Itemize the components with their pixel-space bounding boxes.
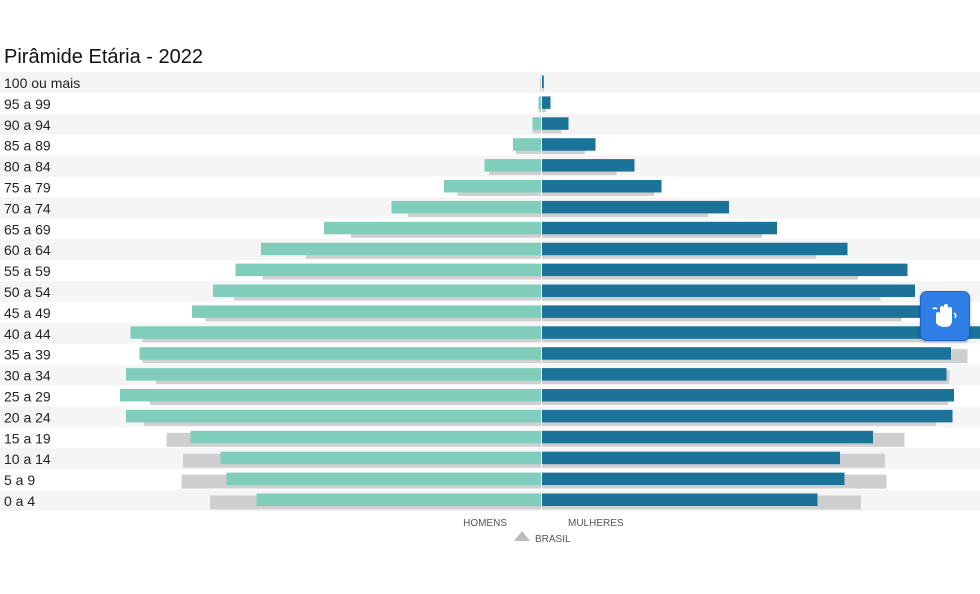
age-group-label: 95 a 99 (4, 96, 51, 112)
age-group-label: 65 a 69 (4, 221, 51, 237)
bar-mulheres (541, 472, 845, 486)
bar-homens (226, 472, 542, 486)
bar-mulheres (541, 305, 929, 318)
row-stripe (0, 72, 980, 93)
bar-homens (120, 389, 542, 402)
age-group-label: 45 a 49 (4, 305, 51, 321)
bar-mulheres (541, 180, 662, 193)
bar-mulheres (541, 96, 551, 109)
age-group-label: 55 a 59 (4, 263, 51, 279)
bar-homens (261, 242, 542, 256)
legend-mulheres: MULHERES (568, 518, 624, 529)
age-group-label: 85 a 89 (4, 138, 51, 154)
bar-mulheres (541, 368, 947, 381)
bar-mulheres (541, 284, 915, 297)
bar-mulheres (541, 221, 777, 235)
age-group-label: 60 a 64 (4, 242, 51, 258)
age-group-label: 10 a 14 (4, 451, 51, 467)
bar-mulheres (541, 493, 818, 506)
bar-homens (532, 117, 542, 130)
bar-homens (538, 96, 542, 109)
legend-brasil-triangle (514, 531, 530, 541)
bar-mulheres (541, 326, 980, 339)
age-group-label: 75 a 79 (4, 180, 51, 196)
age-group-label: 90 a 94 (4, 117, 51, 133)
age-group-label: 50 a 54 (4, 284, 51, 300)
bar-homens (256, 493, 542, 506)
libras-hands-icon (932, 304, 957, 327)
age-group-label: 100 ou mais (4, 75, 80, 91)
age-group-label: 40 a 44 (4, 326, 51, 342)
bar-homens (220, 451, 542, 465)
libras-accessibility-button[interactable] (920, 291, 970, 341)
bar-mulheres (541, 347, 951, 360)
bar-homens (213, 284, 542, 297)
bar-mulheres (541, 200, 729, 214)
bar-homens (126, 368, 542, 381)
bar-mulheres (541, 138, 596, 151)
bar-homens (235, 263, 542, 277)
bar-homens (324, 221, 542, 235)
age-group-label: 15 a 19 (4, 430, 51, 446)
legend-homens: HOMENS (463, 518, 507, 529)
age-group-label: 35 a 39 (4, 347, 51, 363)
brasil-bar-homens (540, 77, 542, 92)
bar-homens (126, 409, 542, 423)
bar-mulheres (541, 159, 635, 172)
age-group-label: 0 a 4 (4, 493, 35, 509)
bar-homens (190, 430, 542, 444)
bar-mulheres (541, 75, 544, 88)
bar-mulheres (541, 263, 908, 277)
bar-homens (139, 347, 542, 360)
age-group-label: 30 a 34 (4, 368, 51, 384)
bar-mulheres (541, 430, 873, 444)
bar-mulheres (541, 389, 954, 402)
bar-homens (484, 159, 542, 172)
age-group-label: 5 a 9 (4, 472, 35, 488)
bar-homens (391, 200, 542, 214)
age-group-label: 25 a 29 (4, 389, 51, 405)
legend-brasil: BRASIL (535, 534, 571, 545)
bar-homens (130, 326, 542, 339)
bar-mulheres (541, 117, 569, 130)
bar-mulheres (541, 242, 848, 256)
row-stripe (0, 113, 980, 135)
chart-title: Pirâmide Etária - 2022 (4, 46, 203, 68)
bar-homens (513, 138, 542, 151)
bar-homens (192, 305, 542, 318)
age-group-label: 20 a 24 (4, 409, 51, 425)
bar-mulheres (541, 409, 953, 423)
age-group-label: 70 a 74 (4, 200, 51, 216)
bar-homens (444, 180, 542, 193)
bar-mulheres (541, 451, 840, 465)
age-group-label: 80 a 84 (4, 159, 51, 175)
